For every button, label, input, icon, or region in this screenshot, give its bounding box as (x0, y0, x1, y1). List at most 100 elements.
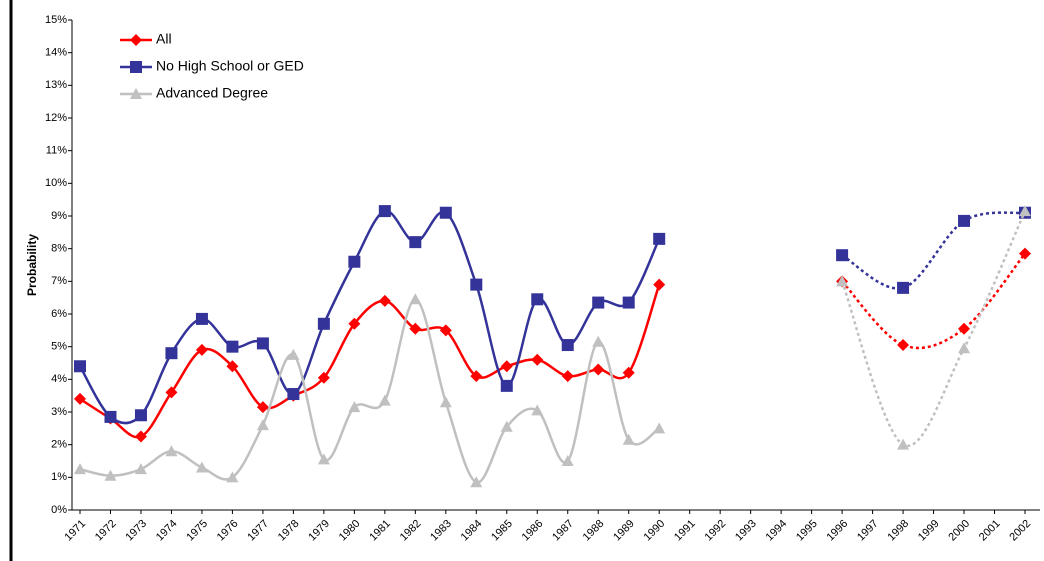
marker (195, 461, 208, 473)
marker (165, 386, 178, 399)
marker (836, 275, 849, 287)
x-tick-label: 1972 (93, 518, 119, 544)
marker (409, 322, 422, 335)
series-line (841, 252, 1026, 350)
x-tick-label: 1975 (184, 518, 210, 544)
y-tick-label: 0% (51, 504, 67, 516)
marker (653, 278, 666, 291)
x-tick-label: 2001 (977, 518, 1003, 544)
x-tick-label: 1976 (215, 518, 241, 544)
marker (378, 294, 391, 307)
y-axis-label: Probability (25, 234, 39, 296)
x-tick-label: 1992 (703, 518, 729, 544)
x-tick-label: 1980 (337, 518, 363, 544)
marker (104, 410, 117, 423)
marker (958, 214, 971, 227)
x-tick-label: 1982 (398, 518, 424, 544)
x-tick-label: 1994 (764, 518, 790, 544)
y-tick-label: 5% (51, 341, 67, 353)
x-tick-label: 1998 (885, 518, 911, 544)
marker (439, 324, 452, 337)
marker (226, 340, 239, 353)
marker (74, 392, 86, 405)
marker (836, 249, 849, 262)
marker (958, 342, 971, 354)
series-line (840, 210, 1027, 448)
y-tick-label: 13% (45, 79, 67, 91)
y-tick-label: 9% (51, 210, 67, 222)
legend-label: All (156, 31, 172, 47)
marker (1019, 247, 1031, 260)
marker (592, 363, 605, 376)
x-tick-label: 1984 (459, 518, 485, 544)
x-tick-label: 1979 (306, 518, 332, 544)
marker (348, 317, 361, 330)
marker (500, 360, 513, 373)
marker (470, 370, 483, 383)
marker (287, 388, 300, 401)
marker (470, 278, 483, 291)
marker (134, 430, 147, 443)
marker (287, 348, 300, 360)
x-tick-label: 2000 (946, 518, 972, 544)
marker (378, 394, 391, 406)
marker (348, 255, 361, 268)
x-tick-label: 1996 (824, 518, 850, 544)
marker (653, 232, 666, 245)
marker (439, 396, 452, 408)
x-tick-label: 1999 (916, 518, 942, 544)
y-tick-label: 10% (45, 177, 67, 189)
marker (195, 343, 208, 356)
marker (195, 312, 208, 325)
x-tick-label: 1971 (62, 518, 88, 544)
x-tick-label: 1988 (581, 518, 607, 544)
y-tick-label: 12% (45, 112, 67, 124)
y-tick-label: 3% (51, 406, 67, 418)
y-tick-label: 8% (51, 243, 67, 255)
marker (958, 322, 971, 335)
legend-label: Advanced Degree (156, 85, 268, 101)
x-tick-label: 1997 (855, 518, 881, 544)
marker (134, 409, 147, 422)
marker (1019, 205, 1031, 217)
marker (317, 317, 330, 330)
marker (348, 401, 361, 413)
x-tick-label: 1981 (367, 518, 393, 544)
marker (622, 433, 635, 445)
y-tick-label: 15% (45, 14, 67, 26)
marker (470, 476, 483, 488)
marker (561, 455, 574, 466)
marker (378, 205, 391, 218)
marker (897, 438, 910, 450)
marker (165, 347, 178, 360)
y-tick-label: 6% (51, 308, 67, 320)
x-tick-label: 1985 (489, 518, 515, 544)
y-tick-label: 4% (51, 373, 67, 385)
marker (74, 360, 86, 373)
marker (226, 471, 239, 483)
legend-marker (130, 34, 142, 46)
marker (439, 206, 452, 219)
x-tick-label: 2002 (1007, 518, 1033, 544)
marker (409, 293, 422, 305)
marker (531, 353, 544, 366)
x-tick-label: 1978 (276, 518, 302, 544)
marker (256, 337, 269, 350)
x-tick-label: 1986 (520, 518, 546, 544)
marker (897, 281, 910, 294)
x-tick-label: 1974 (154, 518, 180, 544)
marker (256, 419, 269, 431)
x-tick-label: 1990 (642, 518, 668, 544)
marker (500, 379, 513, 392)
marker (317, 453, 330, 465)
marker (256, 401, 269, 414)
marker (561, 339, 574, 352)
y-tick-label: 7% (51, 275, 67, 287)
marker (531, 404, 544, 416)
y-tick-label: 1% (51, 471, 67, 483)
marker (531, 293, 544, 306)
marker (592, 296, 605, 309)
x-tick-label: 1983 (428, 518, 454, 544)
marker (592, 335, 605, 347)
